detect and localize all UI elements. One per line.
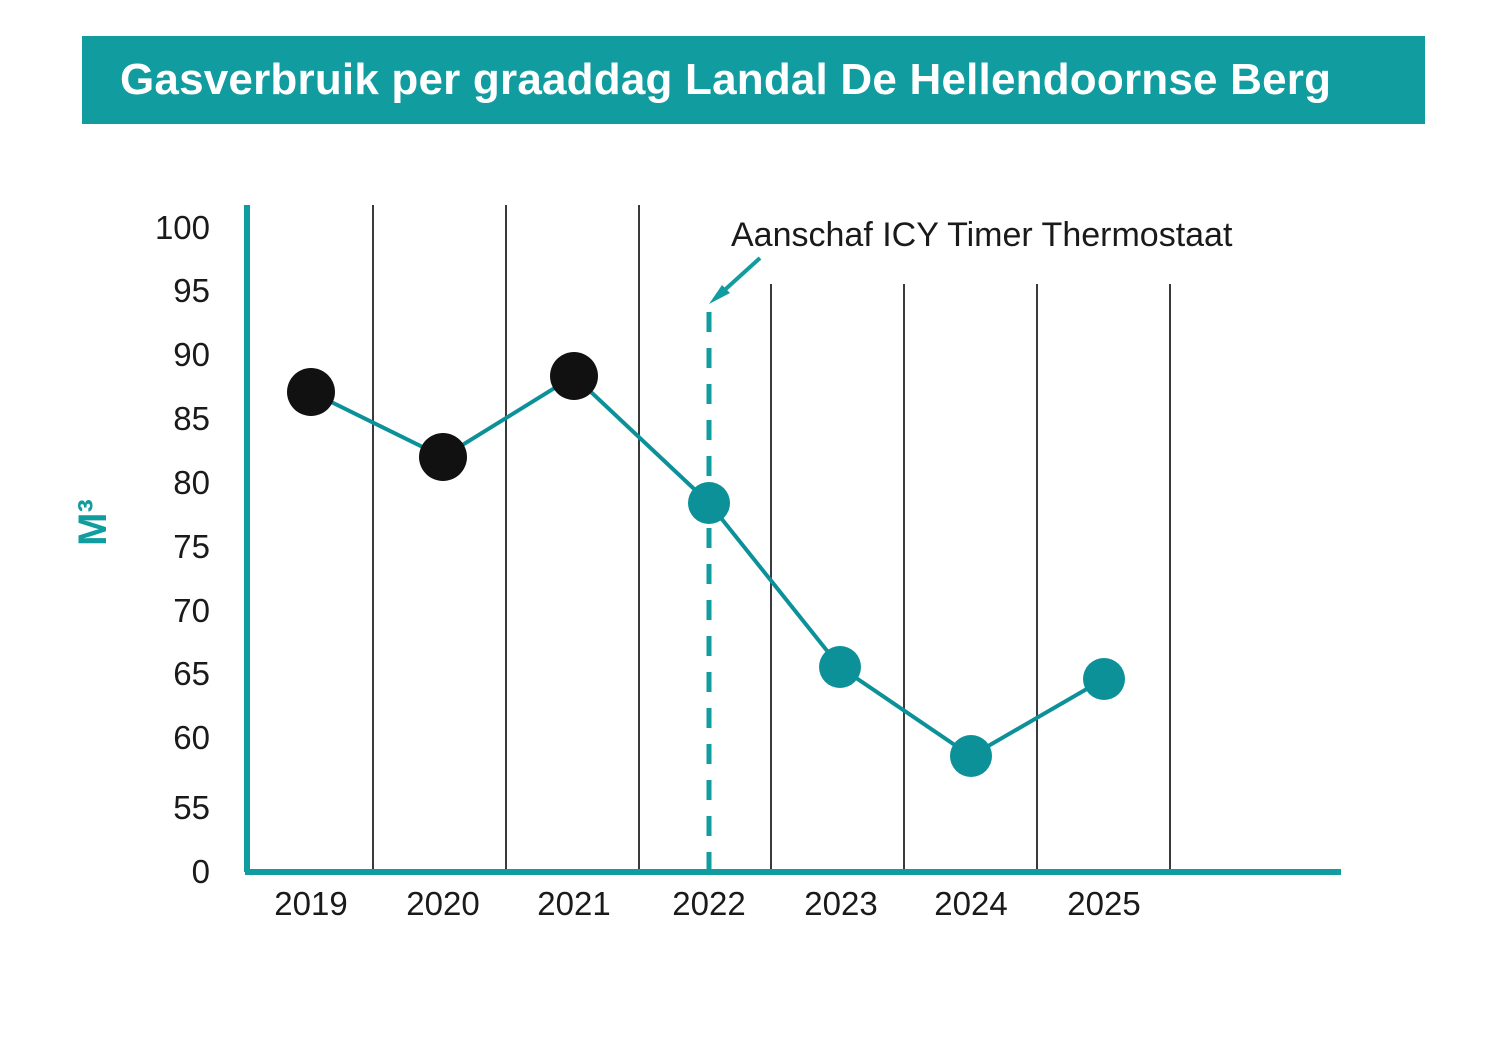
x-tick-label: 2020: [406, 885, 480, 922]
title-banner: Gasverbruik per graaddag Landal De Helle…: [82, 36, 1425, 124]
data-point-2025[interactable]: [1083, 658, 1125, 700]
page-title: Gasverbruik per graaddag Landal De Helle…: [120, 55, 1332, 104]
gridlines: [372, 205, 1171, 872]
x-tick-label: 2023: [804, 885, 878, 922]
x-tick-label: 2024: [934, 885, 1008, 922]
data-point-2024[interactable]: [950, 735, 992, 777]
annotation-arrow-icon: [709, 256, 762, 304]
data-point-2020[interactable]: [419, 433, 467, 481]
data-point-2023[interactable]: [819, 646, 861, 688]
y-tick-label: 70: [173, 592, 210, 629]
y-tick-label: 85: [173, 400, 210, 437]
data-point-2019[interactable]: [287, 368, 335, 416]
y-tick-label: 75: [173, 528, 210, 565]
y-tick-label: 55: [173, 789, 210, 826]
x-tick-label: 2019: [274, 885, 348, 922]
data-point-2022[interactable]: [688, 482, 730, 524]
x-tick-label: 2022: [672, 885, 746, 922]
y-tick-label: 95: [173, 272, 210, 309]
x-tick-label: 2025: [1067, 885, 1141, 922]
y-tick-label: 0: [191, 853, 210, 890]
y-tick-label: 65: [173, 655, 210, 692]
annotation-label: Aanschaf ICY Timer Thermostaat: [731, 216, 1233, 254]
y-tick-label: 90: [173, 336, 210, 373]
data-point-2021[interactable]: [550, 352, 598, 400]
y-tick-label: 60: [173, 719, 210, 756]
y-tick-label: 100: [154, 209, 210, 246]
x-tick-label: 2021: [537, 885, 611, 922]
y-tick-label: 80: [173, 464, 210, 501]
